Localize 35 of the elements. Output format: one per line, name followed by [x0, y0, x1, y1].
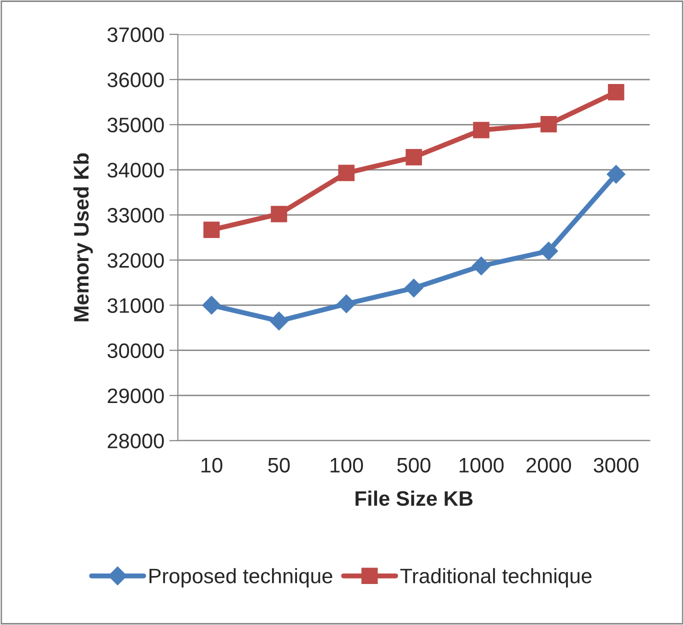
x-tick-label: 2000 — [526, 458, 572, 473]
y-tick-label: 29000 — [108, 388, 164, 404]
point — [539, 242, 558, 260]
x-tick-label: 3000 — [594, 458, 638, 473]
y-tick-label: 35000 — [108, 118, 164, 132]
y-axis-title: Memory Used Kb — [73, 153, 93, 322]
x-axis-title: File Size KB — [356, 490, 472, 506]
y-tick-label: 34000 — [108, 162, 164, 178]
point — [337, 294, 356, 314]
y-tick-label: 37000 — [108, 27, 164, 42]
x-tick-label: 500 — [397, 458, 430, 473]
point — [608, 84, 624, 100]
point — [270, 206, 288, 222]
y-tick-label: 31000 — [108, 298, 164, 313]
legend-label: Traditional technique — [400, 568, 592, 588]
point — [203, 222, 220, 238]
x-tick-label: 10 — [202, 458, 222, 473]
x-tick-label: 1000 — [460, 458, 504, 473]
y-tick-label: 28000 — [108, 434, 164, 448]
y-tick-label: 33000 — [108, 208, 164, 223]
point — [472, 256, 491, 276]
y-tick-label: 30000 — [108, 343, 164, 358]
point — [540, 116, 557, 132]
x-tick-label: 50 — [268, 458, 290, 473]
point — [473, 122, 490, 138]
point — [270, 312, 288, 330]
point — [404, 278, 424, 298]
point — [202, 296, 221, 315]
point — [406, 148, 422, 166]
point — [606, 164, 626, 184]
legend-label: Proposed technique — [150, 568, 332, 588]
point — [338, 164, 355, 182]
y-tick-label: 36000 — [108, 72, 164, 88]
y-tick-label: 32000 — [108, 253, 164, 268]
x-tick-label: 100 — [330, 458, 363, 473]
